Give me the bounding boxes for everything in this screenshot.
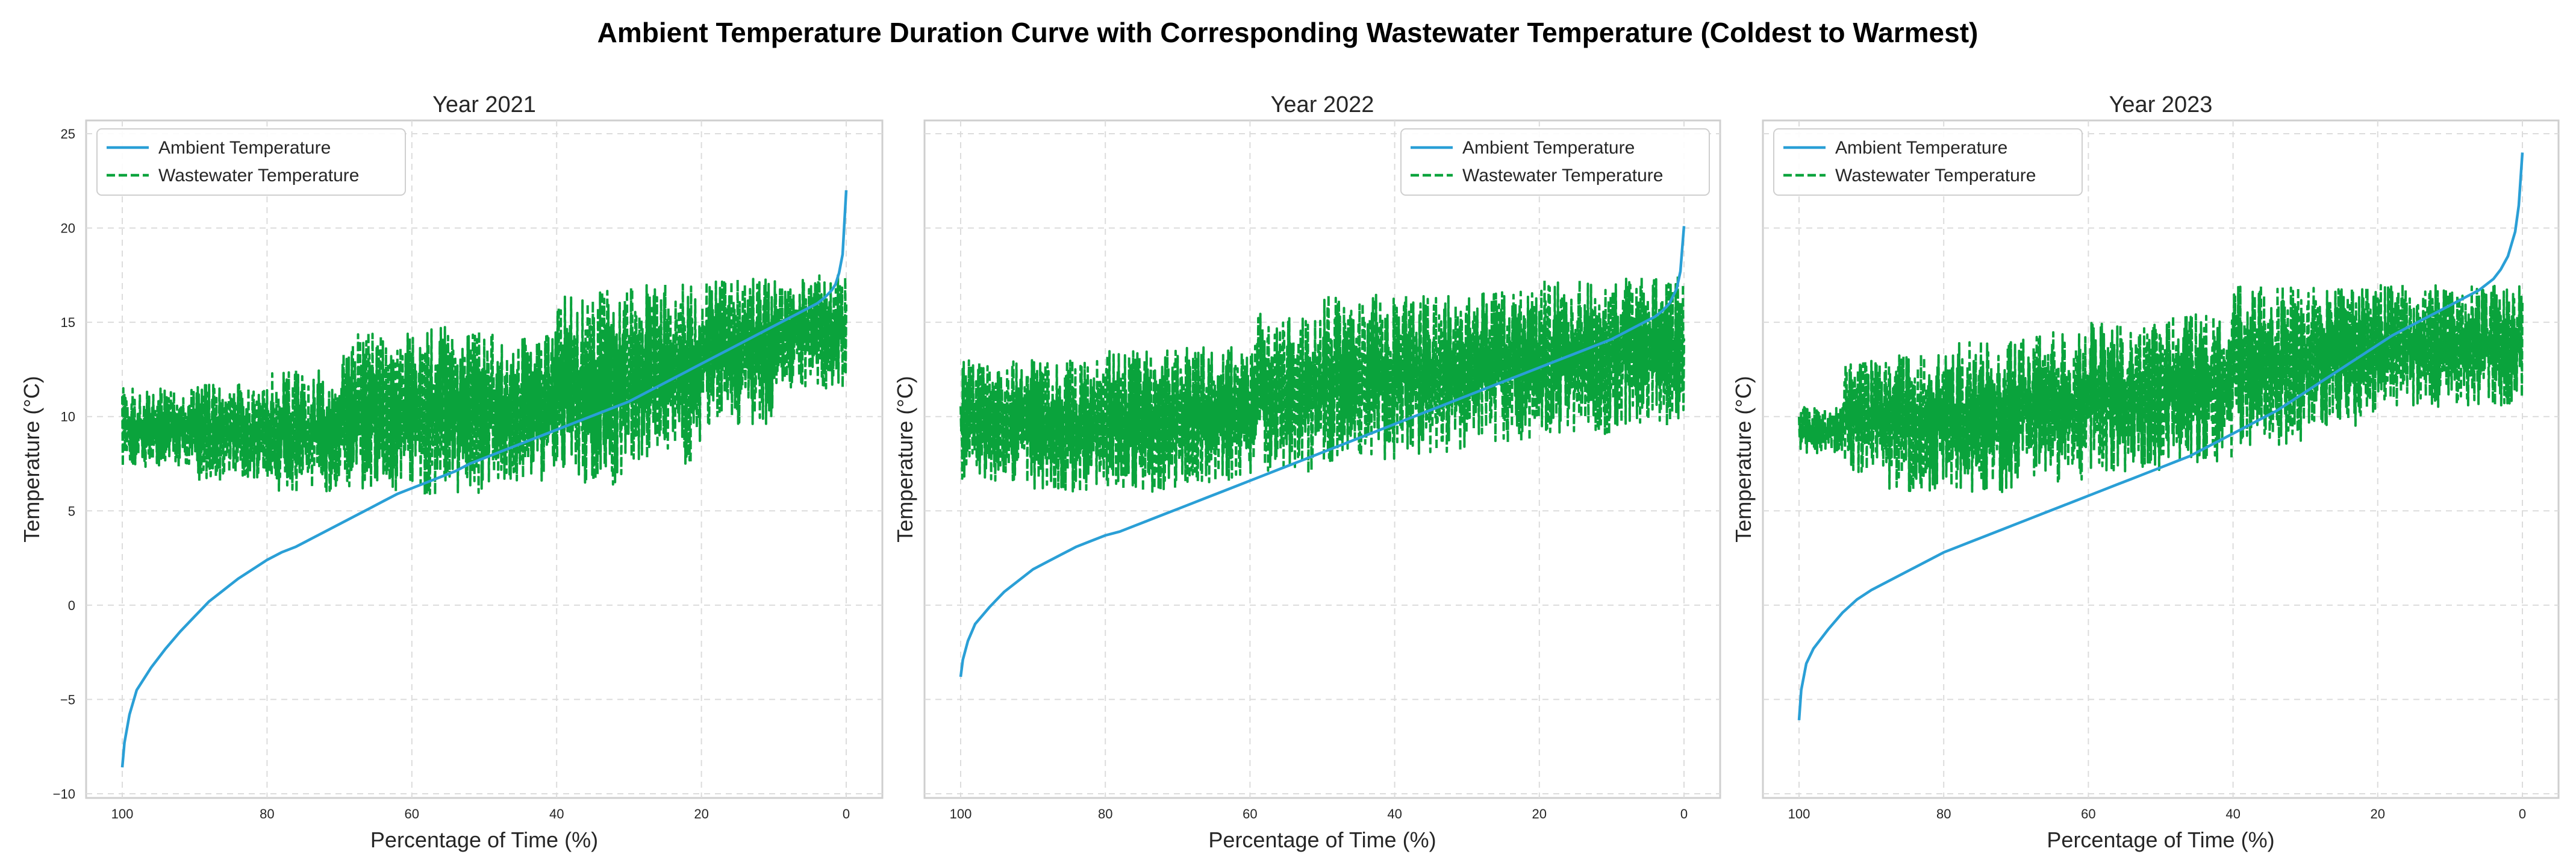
legend-box bbox=[1400, 128, 1710, 196]
x-tick-label: 0 bbox=[2519, 806, 2526, 821]
y-tick-label: 0 bbox=[68, 598, 75, 613]
chart-panel-2: 100 80 60 40 20 0 Year 2022 Percentage of Time … bbox=[893, 92, 1721, 852]
panel-title: Year 2023 bbox=[2109, 92, 2213, 117]
ambient-temperature-line bbox=[1797, 152, 2524, 721]
legend-ambient-label: Ambient Temperature bbox=[1462, 138, 1635, 158]
chart-panels: 100 80 60 40 20 0 −10 −5 0 5 10 15 20 25 Year 2021 Perc… bbox=[19, 92, 2560, 852]
x-tick-label: 60 bbox=[1243, 806, 1257, 821]
chart-panel-3: 100 80 60 40 20 0 Year 2023 Percentage of Time … bbox=[1731, 92, 2560, 852]
x-tick-label: 80 bbox=[1936, 806, 1951, 821]
y-axis-label: Temperature (°C) bbox=[1731, 376, 1756, 542]
x-tick-label: 40 bbox=[1387, 806, 1402, 821]
legend-ambient-label: Ambient Temperature bbox=[158, 138, 331, 158]
ambient-temperature-line bbox=[959, 226, 1686, 678]
plot-content bbox=[959, 226, 1686, 678]
legend-wastewater-label: Wastewater Temperature bbox=[1462, 166, 1663, 185]
legend: Ambient Temperature Wastewater Temperatur… bbox=[1400, 128, 1710, 196]
x-tick-label: 40 bbox=[549, 806, 564, 821]
x-tick-label: 80 bbox=[260, 806, 274, 821]
x-axis-label: Percentage of Time (%) bbox=[1208, 827, 1436, 852]
y-tick-label: −10 bbox=[53, 787, 75, 802]
panel-title: Year 2021 bbox=[432, 92, 536, 117]
plot-content bbox=[1797, 152, 2524, 721]
x-tick-label: 20 bbox=[694, 806, 708, 821]
x-tick-label: 20 bbox=[2371, 806, 2385, 821]
x-tick-label: 0 bbox=[1680, 806, 1688, 821]
x-tick-label: 60 bbox=[2081, 806, 2095, 821]
legend-wastewater-label: Wastewater Temperature bbox=[158, 166, 359, 185]
legend-box bbox=[96, 128, 406, 196]
legend-box bbox=[1773, 128, 2083, 196]
y-tick-label: 5 bbox=[68, 503, 75, 519]
wastewater-temperature-line bbox=[121, 274, 847, 496]
y-tick-label: 20 bbox=[61, 221, 75, 236]
y-tick-label: 10 bbox=[61, 410, 75, 425]
x-tick-label: 100 bbox=[111, 806, 134, 821]
x-tick-label: 0 bbox=[843, 806, 850, 821]
x-tick-label: 40 bbox=[2225, 806, 2240, 821]
plot-area bbox=[1762, 119, 2560, 799]
legend-ambient-label: Ambient Temperature bbox=[1835, 138, 2007, 158]
x-tick-label: 20 bbox=[1532, 806, 1547, 821]
y-axis-label: Temperature (°C) bbox=[893, 376, 917, 542]
chart-panel-1: 100 80 60 40 20 0 −10 −5 0 5 10 15 20 25 Year 2021 Perc… bbox=[19, 92, 884, 852]
legend: Ambient Temperature Wastewater Temperatur… bbox=[96, 128, 406, 196]
x-tick-label: 100 bbox=[1788, 806, 1810, 821]
panel-title: Year 2022 bbox=[1271, 92, 1374, 117]
wastewater-temperature-line bbox=[1798, 283, 2524, 493]
plot-content bbox=[120, 190, 848, 768]
y-tick-label: 25 bbox=[61, 126, 75, 142]
legend: Ambient Temperature Wastewater Temperatur… bbox=[1773, 128, 2083, 196]
x-axis-label: Percentage of Time (%) bbox=[2047, 827, 2274, 852]
legend-wastewater-label: Wastewater Temperature bbox=[1835, 166, 2036, 185]
ambient-temperature-line bbox=[120, 190, 848, 768]
x-tick-label: 80 bbox=[1098, 806, 1112, 821]
y-tick-label: 15 bbox=[61, 315, 75, 330]
y-tick-label: −5 bbox=[60, 692, 75, 707]
y-axis-label: Temperature (°C) bbox=[19, 376, 44, 542]
figure-title: Ambient Temperature Duration Curve with … bbox=[597, 17, 1979, 48]
x-axis-label: Percentage of Time (%) bbox=[370, 827, 598, 852]
x-tick-label: 100 bbox=[950, 806, 972, 821]
x-tick-label: 60 bbox=[405, 806, 419, 821]
